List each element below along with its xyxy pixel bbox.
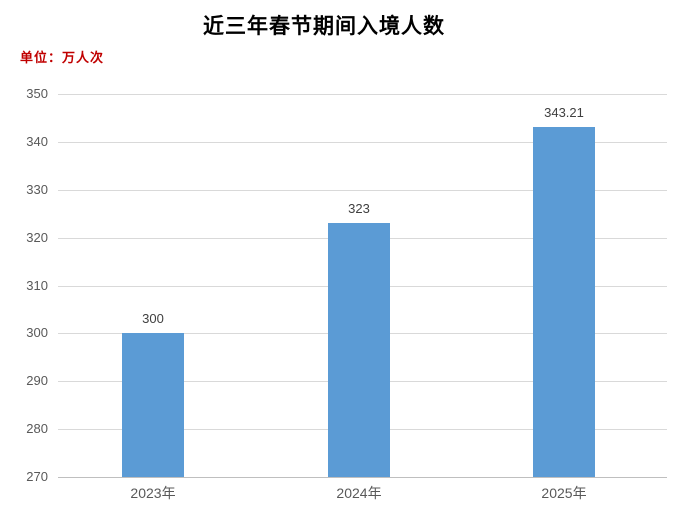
x-category-label: 2023年 <box>130 485 176 501</box>
bar <box>533 127 595 477</box>
y-tick-label: 320 <box>26 230 48 245</box>
x-axis-line <box>58 477 667 478</box>
bar <box>122 333 184 477</box>
unit-label: 单位：万人次 <box>20 50 105 65</box>
y-tick-label: 330 <box>26 182 48 197</box>
y-tick-label: 290 <box>26 373 48 388</box>
x-category-label: 2024年 <box>336 485 382 501</box>
gridline <box>58 190 667 191</box>
y-tick-label: 350 <box>26 86 48 101</box>
gridline <box>58 94 667 95</box>
y-tick-label: 300 <box>26 325 48 340</box>
y-tick-label: 270 <box>26 469 48 484</box>
bar <box>328 223 390 477</box>
bar-value-label: 323 <box>348 201 370 216</box>
x-category-label: 2025年 <box>541 485 587 501</box>
bar-value-label: 343.21 <box>544 105 584 120</box>
y-tick-label: 340 <box>26 134 48 149</box>
gridline <box>58 142 667 143</box>
bar-value-label: 300 <box>142 311 164 326</box>
y-tick-label: 280 <box>26 421 48 436</box>
y-tick-label: 310 <box>26 278 48 293</box>
chart-title: 近三年春节期间入境人数 <box>203 14 445 38</box>
